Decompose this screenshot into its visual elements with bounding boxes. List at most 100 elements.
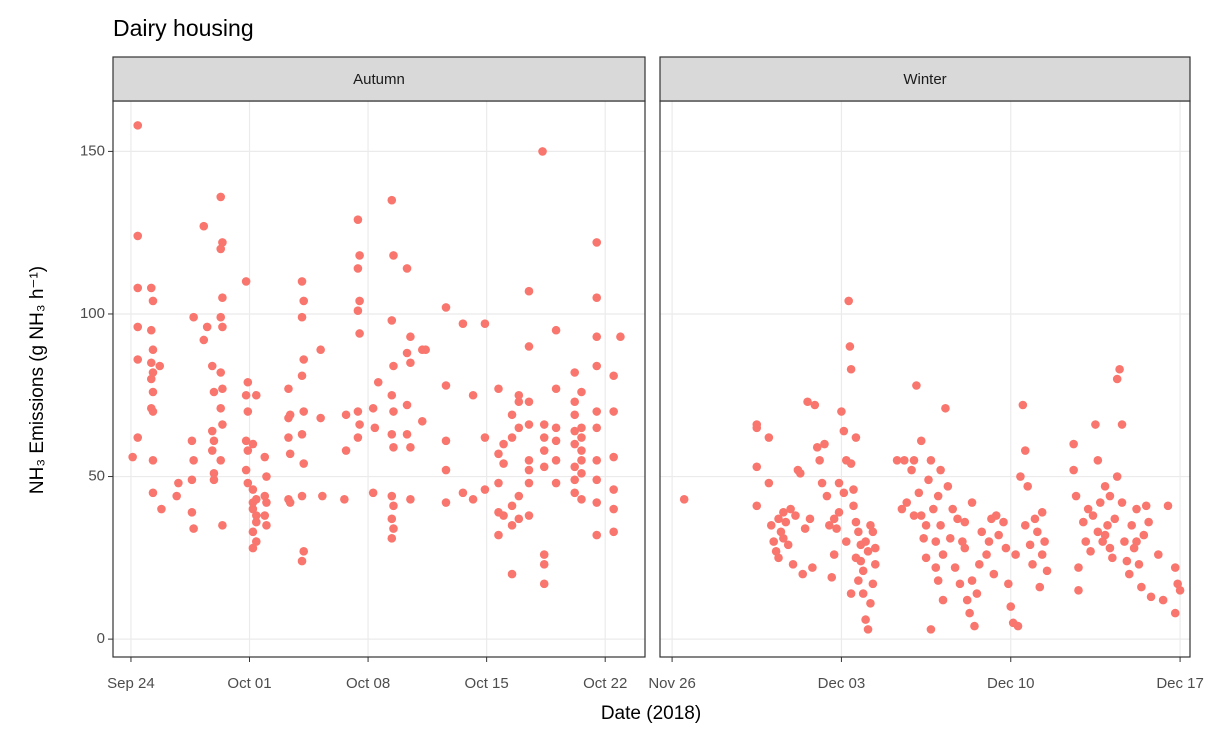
point <box>984 537 994 546</box>
point <box>387 491 397 501</box>
point <box>866 599 875 608</box>
point <box>248 439 258 449</box>
point <box>1098 537 1107 546</box>
point <box>402 348 412 358</box>
point <box>368 403 378 413</box>
point <box>805 514 815 524</box>
point <box>1105 491 1115 501</box>
point <box>1020 446 1030 455</box>
y-tick-label: 150 <box>80 142 105 159</box>
point <box>539 579 549 589</box>
point <box>822 491 832 501</box>
point <box>1110 514 1120 524</box>
point <box>1154 550 1163 559</box>
point <box>570 475 580 485</box>
point <box>524 455 534 465</box>
point <box>353 433 363 442</box>
point <box>148 368 158 377</box>
point <box>551 423 561 433</box>
point <box>1037 508 1047 517</box>
point <box>148 345 158 355</box>
x-tick-label: Oct 22 <box>583 675 627 692</box>
point <box>524 342 534 351</box>
point <box>133 355 143 364</box>
point <box>815 455 824 465</box>
point <box>1093 455 1103 465</box>
point <box>406 358 415 368</box>
point <box>299 547 309 556</box>
point <box>851 517 861 527</box>
point <box>919 534 928 543</box>
point <box>260 511 270 520</box>
point <box>766 521 776 530</box>
point <box>551 455 561 465</box>
y-tick-label: 100 <box>80 305 105 322</box>
point <box>771 547 781 556</box>
point <box>781 517 791 527</box>
point <box>539 446 549 455</box>
point <box>297 277 307 286</box>
point <box>316 345 325 355</box>
point <box>975 560 984 569</box>
point <box>834 508 844 517</box>
point <box>514 423 524 433</box>
point <box>285 410 295 420</box>
point <box>299 355 309 364</box>
point <box>148 455 158 465</box>
point <box>353 264 363 273</box>
point <box>863 547 873 556</box>
point <box>577 446 586 455</box>
point <box>989 569 999 579</box>
chart-title: Dairy housing <box>113 15 254 41</box>
point <box>1095 498 1105 507</box>
point <box>174 478 183 488</box>
point <box>854 527 863 537</box>
x-tick-label: Dec 10 <box>987 675 1035 692</box>
point <box>148 407 158 416</box>
point <box>916 436 926 446</box>
point <box>251 390 261 400</box>
point <box>592 455 602 465</box>
point <box>216 403 226 413</box>
point <box>950 563 960 572</box>
point <box>406 495 415 504</box>
point <box>355 251 364 260</box>
point <box>609 504 618 514</box>
y-axis-title: NH₃ Emissions (g NH₃ h⁻¹) <box>27 266 48 494</box>
point <box>216 455 226 465</box>
point <box>441 303 451 312</box>
point <box>341 446 351 455</box>
point <box>216 312 226 322</box>
point <box>829 550 839 559</box>
panel-background <box>660 101 1190 657</box>
point <box>858 589 868 598</box>
point <box>1173 579 1182 589</box>
point <box>788 560 798 569</box>
point <box>243 407 253 416</box>
point <box>370 423 380 433</box>
point <box>218 293 227 303</box>
point <box>218 238 227 247</box>
point <box>570 439 580 449</box>
point <box>967 498 977 507</box>
point <box>936 465 945 475</box>
point <box>216 192 226 202</box>
point <box>1117 498 1127 507</box>
point <box>829 514 839 524</box>
point <box>341 410 351 420</box>
point <box>494 384 503 394</box>
point <box>849 485 858 494</box>
point <box>960 517 970 527</box>
point <box>1035 582 1045 592</box>
point <box>387 534 397 543</box>
point <box>402 429 412 439</box>
point <box>592 407 602 416</box>
point <box>209 436 219 446</box>
point <box>1124 569 1134 579</box>
point <box>218 521 227 530</box>
point <box>609 485 618 494</box>
point <box>251 517 261 527</box>
point <box>1139 530 1149 540</box>
point <box>507 501 517 511</box>
point <box>507 410 517 420</box>
